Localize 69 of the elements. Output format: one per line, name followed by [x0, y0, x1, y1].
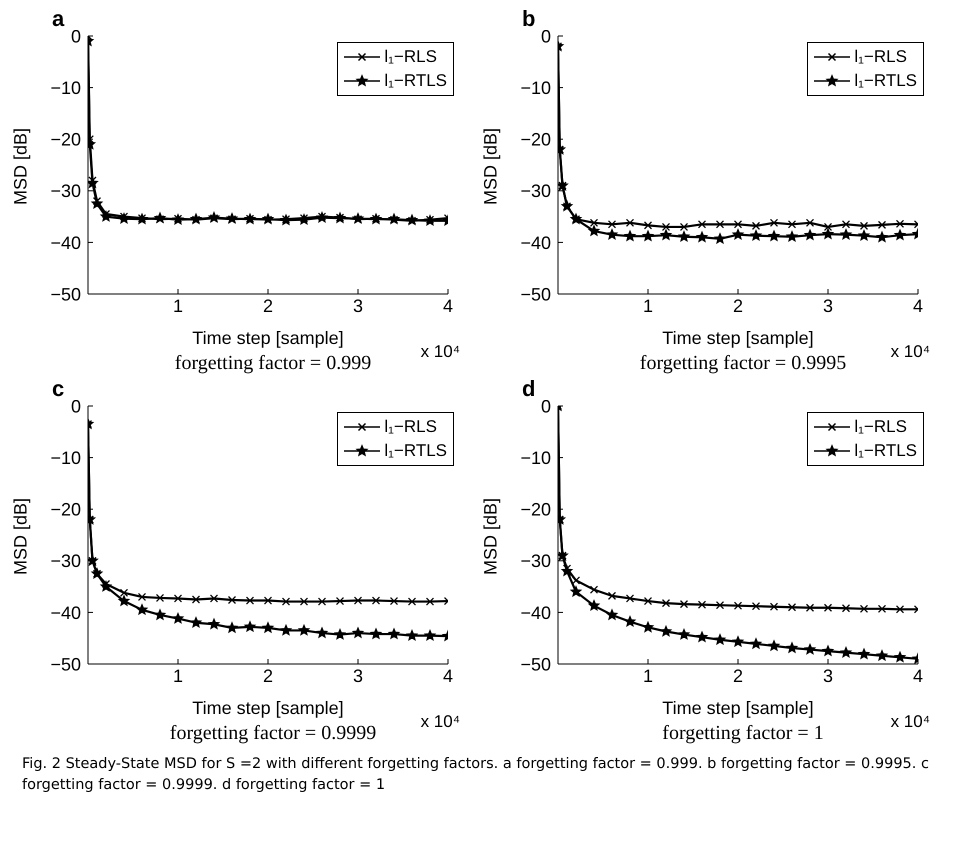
x-tick-label: 3: [822, 666, 834, 686]
y-axis-title: MSD [dB]: [10, 128, 30, 205]
text: forgetting factor = 0.999: [174, 352, 372, 374]
y-tick-label: −50: [50, 284, 81, 304]
x-tick-label: 1: [172, 296, 184, 316]
text: x 10⁴: [890, 712, 930, 732]
y-tick-label: −30: [520, 181, 551, 202]
x-axis-title: Time step [sample]: [192, 328, 344, 348]
y-tick-label: −40: [50, 232, 81, 253]
x-tick-label: 3: [822, 296, 834, 316]
y-tick-label: −10: [50, 78, 81, 98]
y-tick-label: 0: [70, 26, 81, 46]
x-tick-label: 1: [642, 296, 654, 316]
chart-title: b: [522, 6, 536, 31]
legend-label: l₁−RTLS: [854, 440, 917, 462]
x-tick-label: 3: [352, 666, 364, 686]
x-tick-label: 4: [442, 296, 454, 316]
chart-title: a: [52, 6, 64, 31]
legend-label: l₁−RLS: [854, 416, 907, 438]
legend-label: l₁−RLS: [384, 416, 437, 438]
y-tick-label: −10: [520, 448, 551, 468]
y-tick-label: −20: [50, 130, 81, 150]
chart-title: c: [52, 376, 64, 401]
y-axis-title: MSD [dB]: [10, 498, 30, 575]
y-tick-label: −20: [520, 130, 551, 150]
x-tick-label: 3: [352, 296, 364, 316]
x-tick-label: 1: [642, 666, 654, 686]
x-tick-label: 2: [262, 296, 274, 316]
y-axis-title: MSD [dB]: [480, 498, 500, 575]
y-tick-label: −30: [50, 551, 81, 572]
y-tick-label: −30: [520, 551, 551, 572]
y-tick-label: −40: [520, 602, 551, 623]
x-axis-title: Time step [sample]: [662, 698, 814, 718]
text: x 10⁴: [420, 342, 460, 362]
y-tick-label: −20: [50, 500, 81, 520]
y-tick-label: −40: [50, 602, 81, 623]
x-tick-label: 4: [912, 296, 924, 316]
y-tick-label: −30: [50, 181, 81, 202]
chart-title: d: [522, 376, 536, 401]
y-tick-label: 0: [540, 396, 551, 416]
y-tick-label: −10: [520, 78, 551, 98]
y-tick-label: 0: [540, 26, 551, 46]
legend-label: l₁−RTLS: [384, 70, 447, 92]
legend-label: l₁−RTLS: [384, 440, 447, 462]
x-tick-label: 4: [442, 666, 454, 686]
x-tick-label: 2: [732, 666, 744, 686]
x-tick-label: 2: [262, 666, 274, 686]
legend-label: l₁−RLS: [854, 46, 907, 68]
text: forgetting factor = 0.9995: [640, 352, 846, 374]
y-tick-label: −40: [520, 232, 551, 253]
x-axis-title: Time step [sample]: [662, 328, 814, 348]
y-tick-label: −50: [50, 654, 81, 674]
y-tick-label: 0: [70, 396, 81, 416]
text: x 10⁴: [890, 342, 930, 362]
text: forgetting factor = 1: [662, 722, 824, 744]
text: x 10⁴: [420, 712, 460, 732]
x-tick-label: 4: [912, 666, 924, 686]
legend-label: l₁−RLS: [384, 46, 437, 68]
x-tick-label: 1: [172, 666, 184, 686]
y-tick-label: −50: [520, 284, 551, 304]
y-axis-title: MSD [dB]: [480, 128, 500, 205]
y-tick-label: −20: [520, 500, 551, 520]
y-tick-label: −10: [50, 448, 81, 468]
y-tick-label: −50: [520, 654, 551, 674]
legend-label: l₁−RTLS: [854, 70, 917, 92]
x-tick-label: 2: [732, 296, 744, 316]
caption: Fig. 2 Steady-State MSD for S =2 with different forgetting factors. a forgetting factor = 0.999. b forgetting factor = 0.9995. c forgetting factor = 0.9999. d forgetting factor = 1: [21, 755, 930, 795]
text: forgetting factor = 0.9999: [170, 722, 376, 744]
x-axis-title: Time step [sample]: [192, 698, 344, 718]
